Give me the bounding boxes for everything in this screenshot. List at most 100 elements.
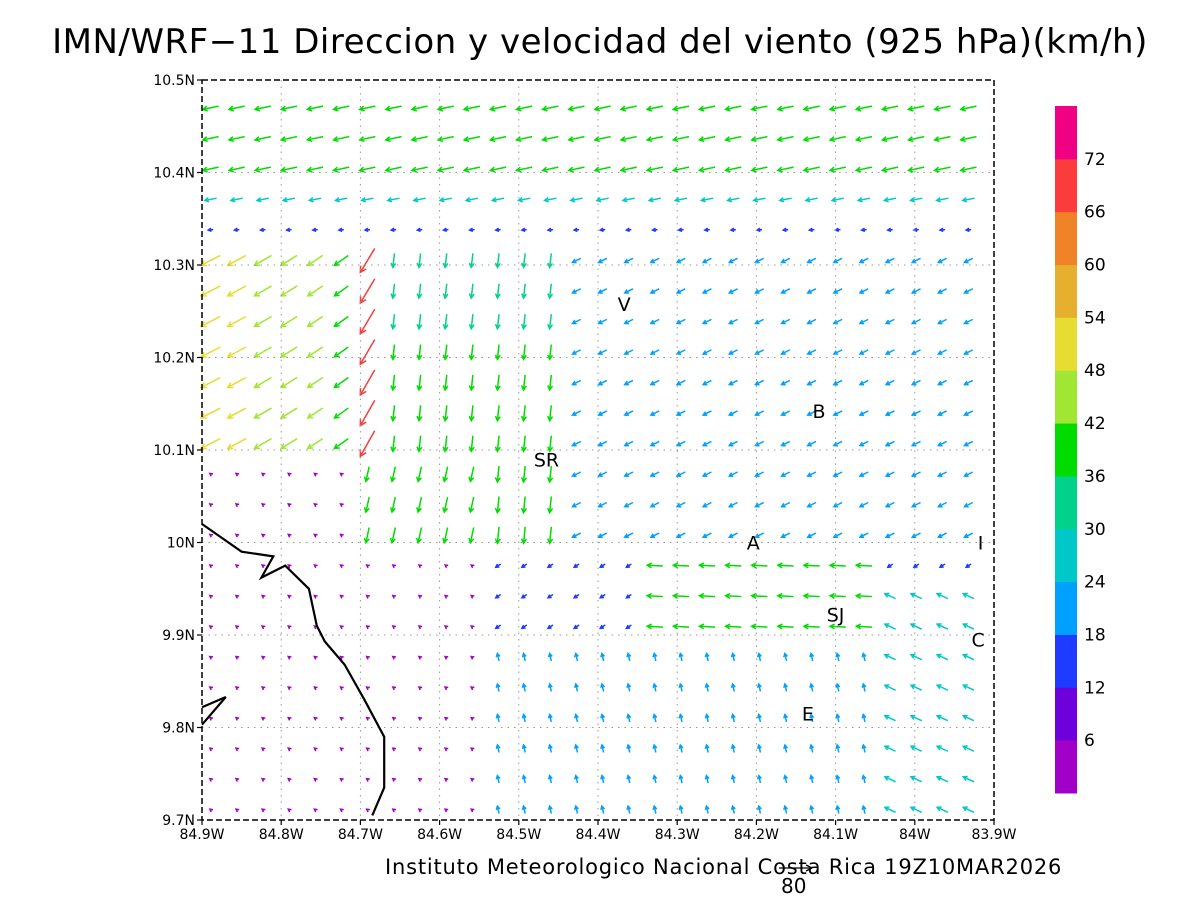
wind-vector <box>783 743 789 753</box>
wind-vector <box>959 105 977 112</box>
wind-vector <box>697 105 716 112</box>
wind-vector <box>443 716 449 721</box>
wind-vector <box>935 714 949 722</box>
wind-vector <box>571 257 582 264</box>
wind-vector <box>858 288 869 294</box>
wind-vector <box>649 501 660 508</box>
wind-vector <box>339 503 344 508</box>
wind-vector <box>417 686 423 691</box>
wind-vector <box>359 339 376 366</box>
wind-vector <box>806 288 817 294</box>
wind-vector <box>488 105 507 112</box>
wind-vector <box>961 714 975 722</box>
wind-vector <box>910 318 921 325</box>
wind-vector <box>521 283 527 300</box>
wind-vector <box>854 562 872 569</box>
wind-vector <box>546 526 554 545</box>
wind-vector <box>858 501 869 508</box>
wind-vector <box>541 166 559 173</box>
wind-vector <box>701 318 712 325</box>
wind-vector <box>935 806 949 813</box>
axis-ticks: 84.9W 84.8W 84.7W 84.6W 84.5W 84.4W 84.3W 84.2W… <box>153 73 1016 843</box>
wind-vector <box>339 533 344 538</box>
wind-vector <box>199 285 221 297</box>
wind-vector <box>600 651 606 662</box>
wind-vector <box>443 594 449 599</box>
wind-vector <box>600 804 606 814</box>
wind-vector <box>260 747 266 752</box>
wind-vector <box>880 166 899 173</box>
lon-tick-label: 84W <box>899 827 931 843</box>
wind-vector <box>232 227 240 233</box>
wind-vector <box>365 686 370 691</box>
wind-vector <box>494 496 501 515</box>
wind-vector <box>963 257 974 264</box>
wind-vector <box>675 501 686 508</box>
wind-vector <box>832 501 843 508</box>
wind-vector <box>391 564 397 569</box>
wind-vector <box>671 623 690 630</box>
wind-vector <box>623 501 634 508</box>
wind-vector <box>391 808 397 813</box>
wind-vector <box>260 808 266 813</box>
wind-vector <box>572 563 580 569</box>
colorbar-label: 48 <box>1084 361 1106 381</box>
wind-vector <box>671 166 690 173</box>
wind-vector <box>199 407 221 419</box>
wind-vector <box>783 651 789 662</box>
wind-vector <box>339 594 344 599</box>
place-label: B <box>812 401 825 423</box>
lon-tick-label: 83.9W <box>971 827 1016 843</box>
wind-vector <box>253 285 272 297</box>
colorbar-swatch <box>1055 634 1077 688</box>
wind-vector <box>833 227 841 233</box>
wind-vector <box>858 440 869 447</box>
wind-vector <box>963 379 974 386</box>
wind-vector <box>783 682 789 692</box>
colorbar-swatch <box>1055 581 1077 635</box>
wind-vector <box>234 594 240 599</box>
wind-vector <box>470 625 475 630</box>
wind-vector <box>546 593 554 599</box>
wind-vector <box>802 135 820 143</box>
wind-vector <box>227 166 245 173</box>
wind-vector <box>365 777 370 782</box>
wind-vector <box>416 283 423 300</box>
graticule <box>202 80 994 820</box>
wind-vector <box>730 774 736 784</box>
wind-vector <box>883 623 896 630</box>
wind-vector <box>410 135 428 143</box>
wind-vector <box>910 257 921 264</box>
wind-vector <box>339 777 344 782</box>
lat-tick-label: 9.8N <box>162 721 195 737</box>
wind-vector <box>776 592 794 600</box>
wind-vector <box>208 808 214 813</box>
wind-vector <box>234 655 240 660</box>
wind-vector <box>652 713 658 723</box>
wind-vector <box>547 435 554 453</box>
wind-vector <box>313 503 318 508</box>
wind-vector <box>571 501 582 508</box>
wind-vector <box>678 713 684 723</box>
wind-vector <box>287 686 292 691</box>
wind-vector <box>802 592 820 600</box>
wind-vector <box>600 743 606 753</box>
wind-vector <box>436 105 454 112</box>
wind-vector <box>208 625 214 630</box>
wind-vector <box>365 747 370 752</box>
wind-vector <box>884 440 895 447</box>
wind-vector <box>933 135 951 143</box>
wind-vector <box>260 625 266 630</box>
wind-vector <box>884 532 895 539</box>
wind-vector <box>199 346 221 358</box>
wind-vector <box>390 283 397 300</box>
wind-vector <box>279 105 298 112</box>
wind-vector <box>468 374 475 392</box>
wind-vector <box>675 379 686 386</box>
wind-vector <box>704 682 710 692</box>
wind-vector <box>835 651 841 662</box>
wind-vector <box>678 774 684 784</box>
wind-vector <box>756 743 762 753</box>
wind-vector <box>279 407 298 419</box>
